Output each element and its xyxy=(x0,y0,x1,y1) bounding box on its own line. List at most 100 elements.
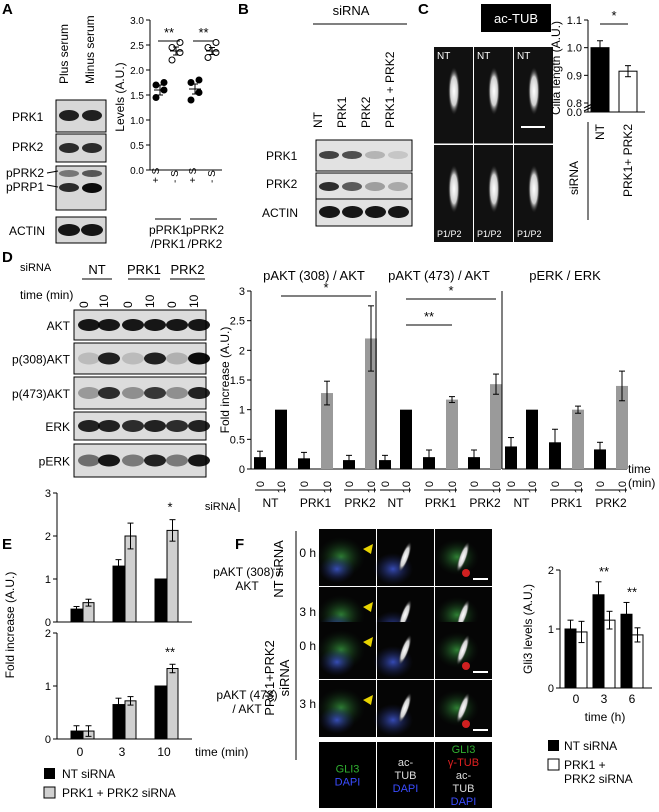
bar-fold-increase xyxy=(400,409,412,469)
panel-a-ylabel: Levels (A.U.) xyxy=(113,62,127,131)
bar-fold-increase xyxy=(616,385,628,469)
panel-d-group-label: NT xyxy=(88,262,105,277)
panel-d-title-erk: pERK / ERK xyxy=(529,268,601,283)
panel-c-y-tick-label: 0.9 xyxy=(567,70,582,82)
bar-panel-e-bottom xyxy=(166,668,179,740)
panel-e-bottom-significance: ** xyxy=(165,644,175,659)
panel-d-bar-time: 10 xyxy=(401,481,413,493)
panel-e-top-title: pAKT (308) / AKT xyxy=(213,565,281,593)
bar-cilia-length xyxy=(590,47,610,113)
lane-label-minus-serum: Minus serum xyxy=(83,15,97,84)
panel-e-top-y-tick-label: 0 xyxy=(45,617,51,629)
bar-fold-increase xyxy=(490,384,502,469)
panel-a-y-tick-label: 0.5 xyxy=(130,141,144,152)
panel-c-xtick-prk12: PRK1+ PRK2 xyxy=(621,124,635,197)
blot-label-d: pERK xyxy=(39,455,70,469)
panel-e-bottom-y-tick-label: 2 xyxy=(45,628,51,640)
panel-a-xtick: - S xyxy=(207,170,218,183)
dapi-signal xyxy=(319,555,355,583)
legend-label-f-prk: PRK1 + PRK2 siRNA xyxy=(564,758,633,786)
panel-f-time: 3 h xyxy=(299,697,316,711)
blot-band-d xyxy=(78,420,100,432)
panel-d-y-tick-label: 1 xyxy=(239,405,245,417)
panel-c-y-tick-label: 1.1 xyxy=(567,15,582,27)
panel-f-xtick: 6 xyxy=(629,692,636,706)
blot-band-d xyxy=(188,319,210,331)
bar-fold-increase xyxy=(446,399,458,469)
panel-d-bar-time: 0 xyxy=(469,481,481,487)
panel-f-significance: ** xyxy=(627,584,637,599)
blot-pointer xyxy=(46,170,59,174)
blot-band-b-prk1 xyxy=(365,151,385,159)
panel-c-side-label: siRNA xyxy=(567,161,581,195)
panel-d-y-tick-label: 0 xyxy=(239,464,245,476)
panel-d-y-tick-label: 3 xyxy=(239,286,245,298)
panel-d-chart-group-label: PRK2 xyxy=(469,496,501,510)
blot-band-pprp1 xyxy=(82,183,102,193)
panel-c-y-tick-label: 1.0 xyxy=(567,43,582,55)
legend-label-prk: PRK1 + PRK2 siRNA xyxy=(62,786,176,800)
data-point xyxy=(195,89,203,96)
blot-label-prk2: PRK2 xyxy=(12,140,44,154)
blot-band-pprk2 xyxy=(59,170,79,177)
data-point xyxy=(187,79,195,86)
arrowhead-marker xyxy=(363,544,373,554)
panel-d-chart-group-label: PRK2 xyxy=(595,496,627,510)
blot-band-d xyxy=(166,420,188,432)
panel-a-y-tick-label: 3.0 xyxy=(130,16,144,27)
channel-legend-label: DAPI xyxy=(451,796,477,808)
blot-band-pprp1 xyxy=(59,183,79,192)
panel-c-ylabel: Cilia length (A.U.) xyxy=(549,21,563,115)
panel-e-bottom-y-tick-label: 0 xyxy=(45,734,51,746)
channel-legend-label: ac- xyxy=(398,757,414,769)
gamma-tub-signal xyxy=(462,569,470,577)
panel-f-letter: F xyxy=(235,536,244,553)
bar-panel-e-bottom xyxy=(124,700,137,740)
significance-label-a1: ** xyxy=(164,25,174,40)
panel-d-sirna-label: siRNA xyxy=(20,262,52,274)
blot-band-b-prk2 xyxy=(342,182,362,191)
data-point xyxy=(152,94,160,101)
micrograph-label-bottom: P1/P2 xyxy=(437,229,462,239)
panel-c-xtick-nt: NT xyxy=(593,123,607,140)
panel-d-bar-time: 10 xyxy=(366,481,378,493)
panel-d-title-308: pAKT (308) / AKT xyxy=(263,268,365,283)
panel-d-lane-time: 0 xyxy=(121,301,135,308)
panel-d-lane-time: 10 xyxy=(187,294,201,308)
data-point xyxy=(187,96,195,104)
panel-d-bar-time: 10 xyxy=(276,481,288,493)
panel-e-bottom-y-tick-label: 1 xyxy=(45,681,51,693)
data-point xyxy=(204,54,212,61)
panel-d-bar-time: 10 xyxy=(573,481,585,493)
panel-a-y-tick-label: 0.0 xyxy=(130,166,144,177)
panel-c-letter: C xyxy=(418,1,429,18)
blot-band-d xyxy=(98,352,120,365)
panel-d-lane-time: 10 xyxy=(143,294,157,308)
actub-signal xyxy=(456,634,470,666)
panel-f-xtick: 3 xyxy=(601,692,608,706)
panel-f-significance: ** xyxy=(599,564,609,579)
panel-d-bar-time: 10 xyxy=(491,481,503,493)
panel-d-group-label: PRK2 xyxy=(171,262,205,277)
panel-e-top-y-tick-label: 3 xyxy=(45,488,51,500)
bar-panel-e-top xyxy=(154,578,167,623)
panel-a-xtick: - S xyxy=(170,170,181,183)
arrowhead-marker xyxy=(363,695,373,705)
dapi-signal xyxy=(319,648,355,676)
panel-d-chart-group-label: PRK1 xyxy=(425,496,457,510)
micrograph-label-top: NT xyxy=(437,51,450,62)
legend-label-f-nt: NT siRNA xyxy=(564,739,617,753)
panel-d-chart-group-label: NT xyxy=(514,496,531,510)
panel-d-chart-group-label: NT xyxy=(263,496,280,510)
blot-band-d xyxy=(122,454,144,467)
blot-band-d xyxy=(188,454,210,467)
channel-legend-label: γ-TUB xyxy=(448,757,479,769)
blot-band-b-prk1 xyxy=(342,151,362,159)
cilium-signal xyxy=(488,165,500,213)
panel-d-bar-time: 0 xyxy=(380,481,392,487)
panel-d-y-tick-label: 2.5 xyxy=(230,316,245,328)
panel-d-time-label: time (min) xyxy=(20,288,73,302)
blot-pointer xyxy=(46,184,59,188)
significance-label-a2: ** xyxy=(198,25,208,40)
channel-legend-label: GLI3 xyxy=(452,744,476,756)
